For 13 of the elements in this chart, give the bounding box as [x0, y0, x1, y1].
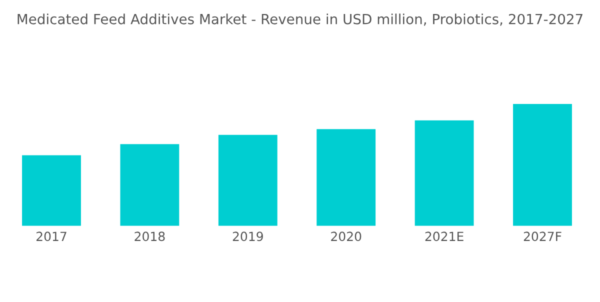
bar — [22, 155, 81, 226]
x-tick-label: 2019 — [232, 232, 263, 242]
x-tick-label: 2018 — [134, 232, 165, 242]
bar — [414, 120, 474, 226]
x-tick-label: 2027F — [524, 232, 562, 242]
x-tick-label: 2017 — [36, 232, 66, 242]
bar — [316, 129, 376, 226]
chart-title: Medicated Feed Additives Market - Revenue in USD million, Probiotics, 2017-2027 — [18, 14, 582, 26]
x-tick-label: 2021E — [425, 232, 464, 242]
bar — [218, 134, 278, 226]
bar — [120, 144, 180, 226]
x-tick-label: 2020 — [331, 232, 362, 242]
bar — [513, 104, 572, 226]
